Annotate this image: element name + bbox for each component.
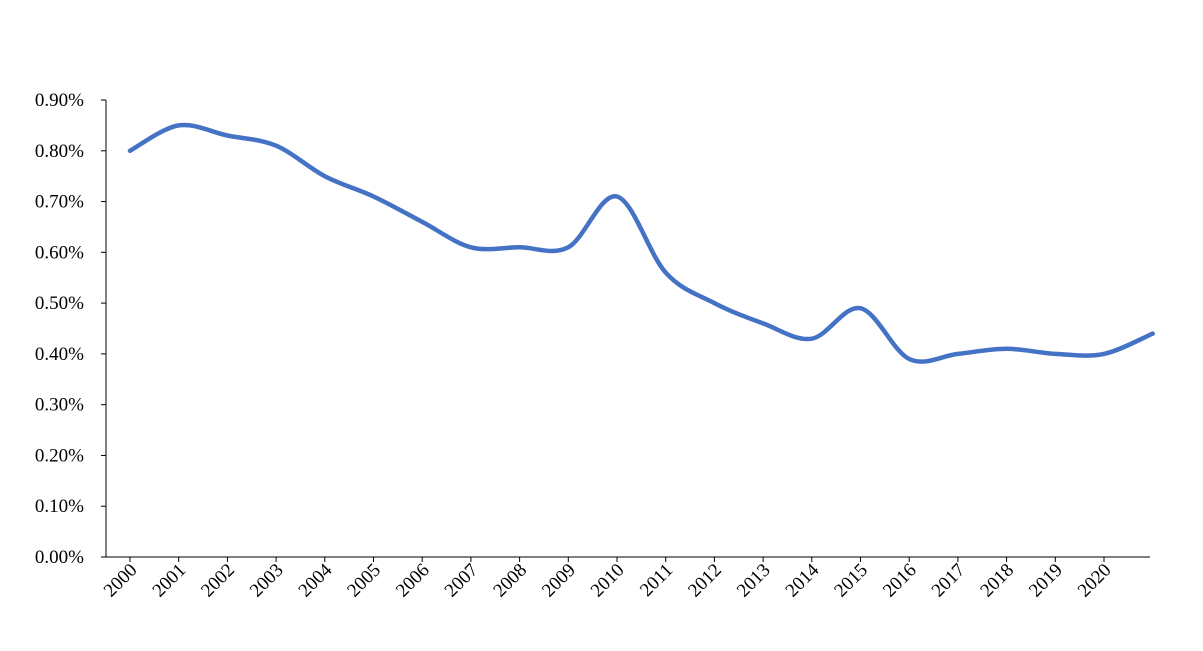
x-tick-label: 2004: [295, 559, 337, 601]
data-point: [421, 220, 424, 223]
data-point: [956, 352, 959, 355]
y-tick-label: 0.90%: [35, 90, 84, 111]
data-point: [129, 149, 132, 152]
x-tick-label: 2007: [441, 560, 483, 602]
data-point: [469, 246, 472, 249]
x-tick-label: 2010: [587, 560, 629, 602]
x-axis-ticks: 2000 2001 2002 2003 2004 2005 2006 2007 2008 2009…: [100, 557, 1116, 601]
x-tick-label: 2003: [246, 560, 288, 602]
x-tick-label: 2020: [1074, 560, 1116, 602]
x-tick-label: 2014: [782, 559, 824, 601]
data-point: [177, 124, 180, 127]
data-point: [275, 144, 278, 147]
x-tick-label: 2012: [684, 560, 726, 602]
data-point: [713, 302, 716, 305]
x-tick-label: 2015: [830, 560, 872, 602]
y-tick-label: 0.80%: [35, 141, 84, 162]
data-point: [323, 175, 326, 178]
data-point: [762, 322, 765, 325]
data-point: [567, 246, 570, 249]
series-layer: [127, 122, 1155, 364]
series-line: [127, 122, 1155, 364]
x-tick-label: 2008: [489, 560, 531, 602]
y-tick-label: 0.10%: [35, 496, 84, 517]
y-tick-label: 0.50%: [35, 293, 84, 314]
data-point: [518, 246, 521, 249]
y-tick-label: 0.00%: [35, 547, 84, 568]
data-point: [372, 195, 375, 198]
x-tick-label: 2013: [733, 560, 775, 602]
data-point: [859, 307, 862, 310]
data-point: [1103, 352, 1106, 355]
x-tick-label: 2017: [928, 560, 970, 602]
y-tick-label: 0.30%: [35, 395, 84, 416]
data-point: [226, 134, 229, 137]
data-point: [616, 195, 619, 198]
axes: [105, 100, 1150, 558]
x-tick-label: 2001: [149, 560, 191, 602]
x-tick-label: 2011: [636, 560, 677, 601]
y-tick-label: 0.60%: [35, 242, 84, 263]
x-tick-label: 2006: [392, 560, 434, 602]
data-point: [664, 271, 667, 274]
y-axis-ticks: 0.00% 0.10% 0.20% 0.30% 0.40% 0.50% 0.60% 0.70%…: [35, 90, 106, 568]
x-tick-label: 2005: [343, 560, 385, 602]
data-point: [810, 337, 813, 340]
data-point: [1151, 332, 1154, 335]
x-tick-label: 2002: [197, 560, 239, 602]
x-tick-label: 2018: [976, 560, 1018, 602]
data-point: [1054, 352, 1057, 355]
x-tick-label: 2009: [538, 560, 580, 602]
y-tick-label: 0.40%: [35, 344, 84, 365]
data-point: [1005, 347, 1008, 350]
y-tick-label: 0.70%: [35, 192, 84, 213]
x-tick-label: 2000: [100, 560, 142, 602]
y-tick-label: 0.20%: [35, 445, 84, 466]
data-point: [908, 357, 911, 360]
x-tick-label: 2016: [879, 560, 921, 602]
x-tick-label: 2019: [1025, 560, 1067, 602]
